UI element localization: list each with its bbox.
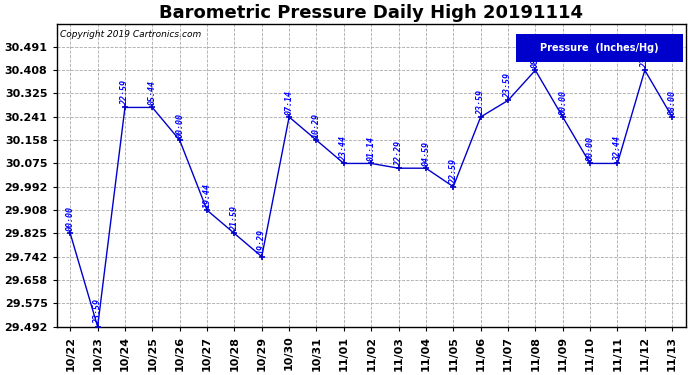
Text: 00:00: 00:00 [66,206,75,231]
Text: 19:44: 19:44 [203,183,212,208]
Text: 00:00: 00:00 [586,136,595,161]
Text: 08:00: 08:00 [668,90,677,115]
Text: 22:29: 22:29 [394,141,403,166]
Text: 00:00: 00:00 [558,90,567,115]
Text: 32:44: 32:44 [613,136,622,161]
Text: 01:14: 01:14 [366,136,375,161]
Text: 23:59: 23:59 [640,43,649,68]
Text: 22:59: 22:59 [121,80,130,105]
Text: 05:44: 05:44 [148,80,157,105]
Title: Barometric Pressure Daily High 20191114: Barometric Pressure Daily High 20191114 [159,4,583,22]
Text: 04:59: 04:59 [422,141,431,166]
Text: 07:14: 07:14 [284,90,294,115]
Text: 21:59: 21:59 [230,206,239,231]
Text: 00:00: 00:00 [175,113,184,138]
Text: Copyright 2019 Cartronics.com: Copyright 2019 Cartronics.com [60,30,201,39]
Text: 23:44: 23:44 [339,136,348,161]
Text: 23:59: 23:59 [504,73,513,98]
Text: 08:00: 08:00 [531,43,540,68]
Text: 10:29: 10:29 [312,113,321,138]
Text: 22:59: 22:59 [448,159,457,184]
Text: 23:59: 23:59 [476,90,485,115]
Text: 19:29: 19:29 [257,230,266,255]
Text: 23:59: 23:59 [93,300,102,324]
